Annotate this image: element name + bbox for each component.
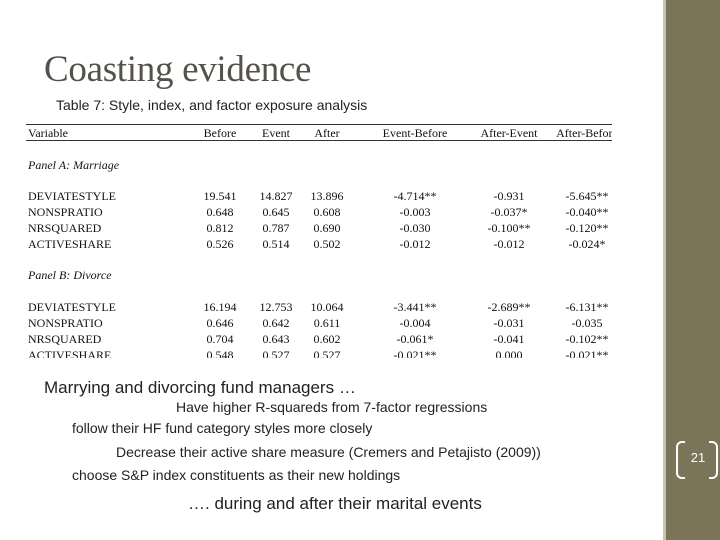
panel-b-label: Panel B: Divorce [28, 268, 112, 282]
table-cell: 0.608 [313, 205, 341, 219]
table-cell: -0.120** [565, 221, 609, 235]
table-cell: 14.827 [259, 189, 293, 203]
table-cell: DEVIATESTYLE [28, 300, 116, 314]
table-cell: 0.514 [262, 237, 290, 251]
body-line-styles: follow their HF fund category styles mor… [72, 420, 373, 436]
table-header-cell: After-Event [480, 126, 538, 140]
table-cell: -0.003 [399, 205, 431, 219]
table-cell: 19.541 [203, 189, 237, 203]
table-header-cell: After [314, 126, 340, 140]
table-cell: 0.502 [313, 237, 341, 251]
table-cell: NRSQUARED [28, 221, 102, 235]
table-cell: -0.004 [399, 316, 431, 330]
body-line-index: choose S&P index constituents as their n… [72, 467, 401, 483]
body-line-rsquared: Have higher R-squareds from 7-factor reg… [176, 399, 488, 415]
table-cell: 0.787 [262, 221, 290, 235]
table-cell: DEVIATESTYLE [28, 189, 116, 203]
body-line-intro: Marrying and divorcing fund managers … [44, 378, 356, 397]
table-cell: -0.035 [571, 316, 603, 330]
table-cell: 0.527 [262, 348, 290, 358]
table-cell: 0.645 [262, 205, 290, 219]
page-number-bracket-left [676, 441, 685, 479]
table-cell: 0.704 [206, 332, 234, 346]
table-cell: -0.061* [396, 332, 434, 346]
table-cell: -0.931 [493, 189, 525, 203]
table-cell: -0.037* [490, 205, 528, 219]
table-cell: -2.689** [487, 300, 531, 314]
table-cell: 0.643 [262, 332, 290, 346]
table-header-cell: Variable [28, 126, 68, 140]
table-cell: -0.100** [487, 221, 531, 235]
table-cell: 0.812 [206, 221, 234, 235]
table-cell: 13.896 [310, 189, 344, 203]
page-number-bracket-right [709, 441, 718, 479]
table-cell: -0.024* [568, 237, 606, 251]
table-cell: 0.526 [206, 237, 234, 251]
table-caption: Table 7: Style, index, and factor exposu… [56, 97, 368, 113]
body-line-conclusion: …. during and after their marital events [188, 494, 482, 513]
table-cell: -4.714** [393, 189, 437, 203]
table-cell: -6.131** [565, 300, 609, 314]
table-cell: -3.441** [393, 300, 437, 314]
table-cell: 0.000 [495, 348, 523, 358]
table-cell: 10.064 [310, 300, 344, 314]
table-cell: ACTIVESHARE [28, 237, 112, 251]
table-cell: -0.030 [399, 221, 431, 235]
table-cell: NONSPRATIO [28, 205, 103, 219]
table-cell: 12.753 [259, 300, 293, 314]
table-cell: -0.012 [399, 237, 431, 251]
table-cell: -0.031 [493, 316, 525, 330]
table-cell: ACTIVESHARE [28, 348, 112, 358]
table-cell: 0.646 [206, 316, 234, 330]
table-cell: 0.611 [313, 316, 341, 330]
slide-title: Coasting evidence [44, 49, 312, 90]
slide-sidebar-band [663, 0, 720, 540]
table-cell: 0.602 [313, 332, 341, 346]
table-cell: NONSPRATIO [28, 316, 103, 330]
panel-a-label: Panel A: Marriage [28, 158, 120, 172]
table-cell: -0.021** [565, 348, 609, 358]
table-cell: -0.041 [493, 332, 525, 346]
table-header-cell: After-Before [556, 126, 612, 140]
table-cell: NRSQUARED [28, 332, 102, 346]
table-cell: 16.194 [203, 300, 237, 314]
table-cell: 0.648 [206, 205, 234, 219]
table-header-cell: Before [203, 126, 237, 140]
page-number: 21 [690, 450, 706, 465]
table-cell: -5.645** [565, 189, 609, 203]
table-cell: 0.690 [313, 221, 341, 235]
table-cell: 0.548 [206, 348, 234, 358]
table-cell: -0.012 [493, 237, 525, 251]
table-header-cell: Event [262, 126, 290, 140]
table-cell: -0.040** [565, 205, 609, 219]
results-table: Variable Before Event After Event-Before Afte… [26, 122, 612, 358]
table-top-rule [26, 124, 612, 125]
table-cell: -0.102** [565, 332, 609, 346]
table-cell: 0.527 [313, 348, 341, 358]
body-line-active-share: Decrease their active share measure (Cre… [116, 444, 541, 460]
table-cell: 0.642 [262, 316, 290, 330]
table-cell: -0.021** [393, 348, 437, 358]
table-header-rule [26, 140, 612, 141]
table-header-cell: Event-Before [382, 126, 448, 140]
